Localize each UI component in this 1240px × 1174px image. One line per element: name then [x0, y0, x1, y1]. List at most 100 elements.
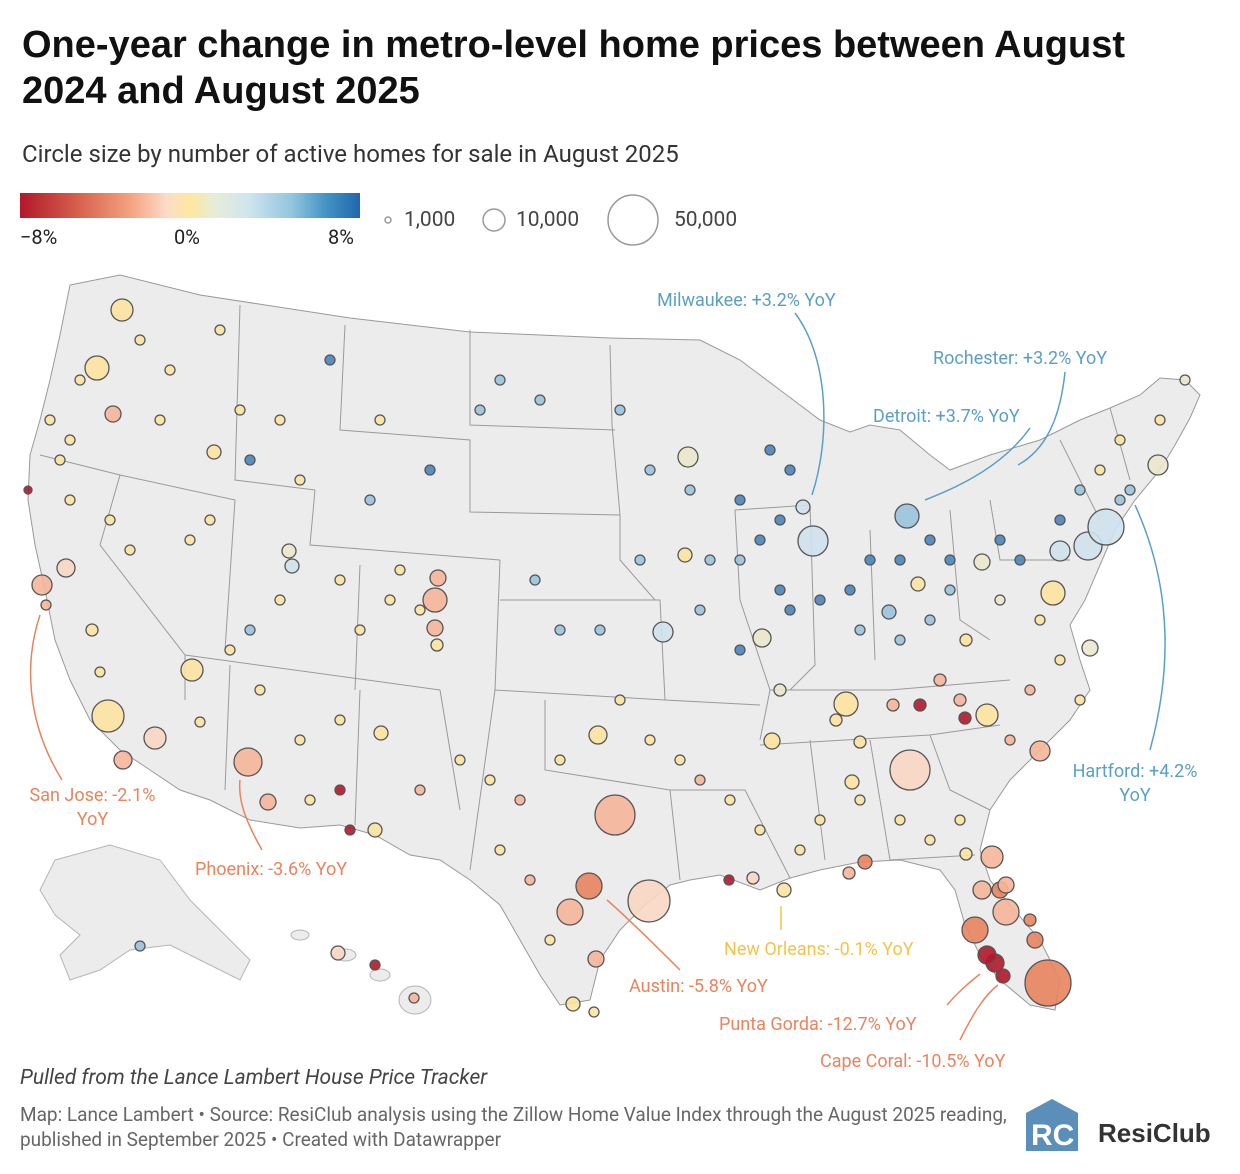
- metro-circle: [104, 514, 116, 526]
- metro-circle: [206, 444, 222, 460]
- metro-circle: [627, 879, 671, 923]
- metro-circle: [894, 503, 920, 529]
- metro-circle: [31, 574, 53, 596]
- annot-austin: Austin: -5.8% YoY: [629, 976, 768, 997]
- metro-circle: [374, 414, 386, 426]
- metro-circle: [554, 754, 566, 766]
- metro-circle: [234, 404, 246, 416]
- metro-circle: [524, 874, 536, 886]
- metro-circle: [587, 950, 605, 968]
- metro-circle: [853, 735, 867, 749]
- metro-circle: [134, 940, 146, 952]
- metro-circle: [910, 576, 926, 592]
- metro-circle: [684, 484, 696, 496]
- metro-circle: [1147, 454, 1169, 476]
- metro-circle: [244, 624, 256, 636]
- annotation-arrow: [946, 973, 981, 1006]
- metro-circle: [1014, 554, 1026, 566]
- metro-circle: [854, 624, 866, 636]
- metro-circle: [565, 996, 581, 1012]
- metro-circle: [414, 784, 426, 796]
- size-legend-small-label: 1,000: [404, 208, 456, 232]
- metro-circle: [224, 644, 236, 656]
- metro-circle: [889, 749, 931, 791]
- metro-circle: [344, 824, 356, 836]
- metro-circle: [430, 638, 444, 652]
- map-subtitle: Circle size by number of active homes fo…: [22, 140, 679, 168]
- metro-circle: [474, 404, 486, 416]
- legend-min-label: −8%: [20, 225, 58, 249]
- state-borders: [39, 304, 1131, 881]
- metro-circle: [1094, 464, 1106, 476]
- source-note: Pulled from the Lance Lambert House Pric…: [20, 1066, 488, 1090]
- metro-circle: [864, 554, 876, 566]
- metro-circle: [1114, 494, 1126, 506]
- metro-circle: [554, 624, 566, 636]
- annotation-arrow: [794, 312, 825, 496]
- metro-circle: [154, 414, 166, 426]
- metro-circle: [91, 699, 125, 733]
- metro-circle: [1124, 484, 1136, 496]
- metro-circle: [429, 569, 447, 587]
- metro-circle: [694, 604, 706, 616]
- metro-circle: [233, 747, 263, 777]
- metro-circle: [164, 364, 176, 376]
- metro-circle: [1074, 484, 1086, 496]
- metro-circle: [854, 794, 866, 806]
- metro-circle: [924, 534, 936, 546]
- metro-circle: [734, 494, 746, 506]
- metro-circle: [614, 404, 626, 416]
- metro-circle: [484, 774, 496, 786]
- annotation-arrow: [238, 779, 263, 851]
- metro-circle: [881, 604, 897, 620]
- annot-hartford-line2: YoY: [1119, 785, 1151, 806]
- metro-circle: [634, 554, 646, 566]
- metro-circle: [180, 658, 204, 682]
- metro-circle: [644, 464, 656, 476]
- metro-circle: [494, 374, 506, 386]
- metro-circle: [614, 694, 626, 706]
- annot-detroit: Detroit: +3.7% YoY: [873, 406, 1020, 427]
- metro-circle: [933, 673, 947, 687]
- metro-circle: [575, 872, 603, 900]
- metro-circle: [373, 725, 389, 741]
- metro-circle: [1154, 414, 1166, 426]
- metro-circle: [113, 750, 133, 770]
- metro-circle: [992, 898, 1020, 926]
- metro-circle: [1054, 514, 1066, 526]
- metro-circle: [842, 866, 856, 880]
- metro-circle: [977, 945, 997, 965]
- metro-circle: [588, 725, 608, 745]
- metro-circle: [959, 633, 973, 647]
- metro-circles: [23, 298, 1191, 1018]
- metro-circle: [773, 683, 787, 697]
- metro-circle: [214, 324, 226, 336]
- metro-circle: [894, 634, 906, 646]
- metro-circle: [886, 698, 900, 712]
- metro-circle: [924, 614, 936, 626]
- metro-circle: [556, 898, 584, 926]
- size-legend-circles: [384, 194, 659, 246]
- metro-circle: [143, 726, 167, 750]
- metro-circle: [324, 354, 336, 366]
- metro-circle: [204, 514, 216, 526]
- metro-circle: [294, 474, 306, 486]
- metro-circle: [784, 464, 796, 476]
- size-legend-small-circle: [384, 216, 392, 224]
- annot-phoenix: Phoenix: -3.6% YoY: [195, 859, 348, 880]
- size-legend-medium-label: 10,000: [516, 208, 580, 232]
- alaska-inset: [39, 844, 251, 981]
- metro-circle: [64, 434, 76, 446]
- size-legend-large-circle: [607, 194, 659, 246]
- metro-circle: [367, 822, 383, 838]
- metro-circle: [677, 446, 699, 468]
- us-land: [27, 274, 1201, 1011]
- metro-circle: [294, 734, 306, 746]
- metro-circle: [514, 794, 526, 806]
- svg-text:RC: RC: [1031, 1119, 1074, 1152]
- metro-circle: [734, 644, 746, 656]
- metro-circle: [746, 871, 760, 885]
- legend-max-label: 8%: [328, 225, 354, 249]
- annot-san-jose: San Jose: -2.1% YoY: [20, 784, 165, 832]
- legend-mid-label: 0%: [174, 225, 200, 249]
